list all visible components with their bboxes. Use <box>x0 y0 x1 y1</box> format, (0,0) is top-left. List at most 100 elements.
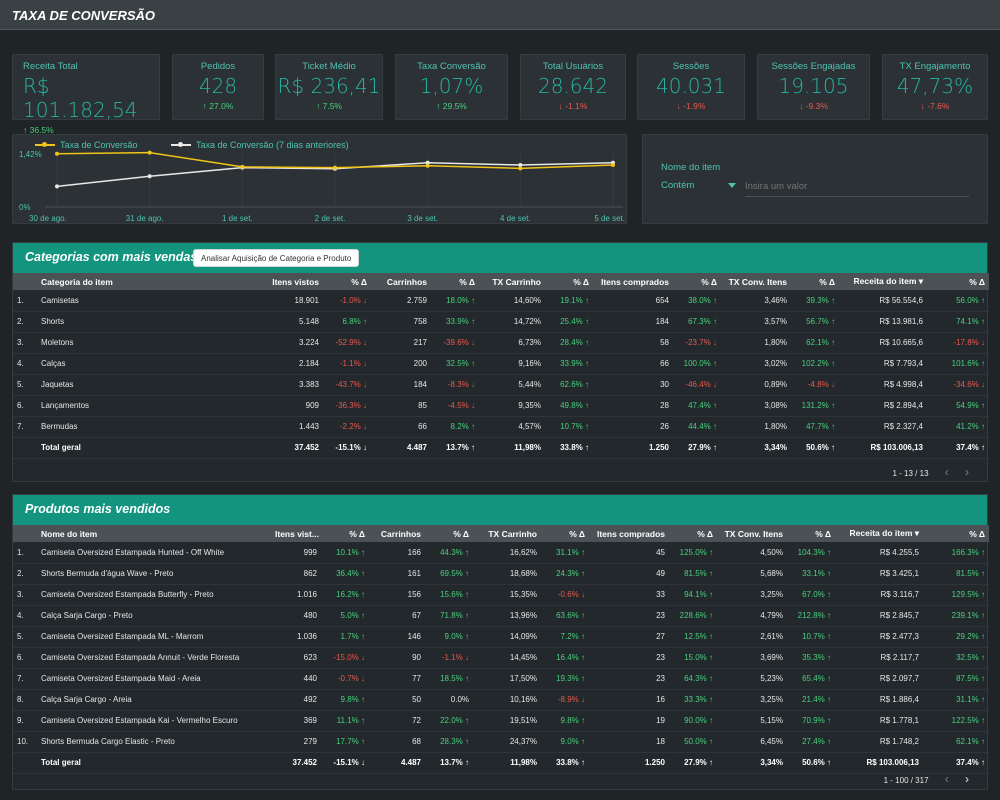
kpi-value: 428 <box>198 74 238 98</box>
table-row[interactable]: 3. Camiseta Oversized Estampada Butterfly… <box>13 584 989 606</box>
column-header[interactable]: % Δ <box>673 273 721 290</box>
table-row[interactable]: 1. Camiseta Oversized Estampada Hunted - … <box>13 542 989 564</box>
column-header[interactable]: Itens vistos <box>255 273 323 290</box>
column-header[interactable]: TX Conv. Itens <box>717 525 787 542</box>
table-row[interactable]: 7. Camiseta Oversized Estampada Maid - Ar… <box>13 668 989 690</box>
table-cell: 28 <box>593 395 673 417</box>
kpi-card-sessoes: Sessões 40.031 ↓ -1.9% <box>637 54 745 120</box>
y-tick-label: 0% <box>19 203 31 212</box>
kpi-delta: ↑ 29.5% <box>436 101 467 111</box>
column-header[interactable]: Categoria do item <box>37 273 255 290</box>
column-header[interactable]: % Δ <box>669 525 717 542</box>
table-header-row: Categoria do item Itens vistos% Δ Carrinho… <box>13 273 989 290</box>
table-row[interactable]: 9. Camiseta Oversized Estampada Kai - Ver… <box>13 710 989 732</box>
column-header[interactable]: % Δ <box>923 525 989 542</box>
table-cell: 3.383 <box>255 374 323 396</box>
table-cell: 16.4% ↑ <box>541 647 589 669</box>
x-tick-label: 31 de ago. <box>126 214 164 223</box>
table-cell: -1.1% ↓ <box>425 647 473 669</box>
column-header[interactable]: Itens comprados <box>589 525 669 542</box>
column-header[interactable]: Nome do item <box>37 525 271 542</box>
column-header[interactable]: Itens vist... <box>271 525 321 542</box>
table-cell: 161 <box>369 563 425 585</box>
table-cell: 74.1% ↑ <box>927 311 989 333</box>
table-cell: R$ 2.097,7 <box>835 668 923 690</box>
table-cell: 217 <box>371 332 431 354</box>
column-header[interactable]: % Δ <box>541 525 589 542</box>
table-row[interactable]: 7. Bermudas 1.443 -2.2% ↓ 66 8.2% ↑ 4,57% 10.7%… <box>13 416 989 438</box>
table-cell: 480 <box>271 605 321 627</box>
total-cell: 1.250 <box>589 752 669 774</box>
table-row[interactable]: 2. Shorts 5.148 6.8% ↑ 758 33.9% ↑ 14,72% 25.4%… <box>13 311 989 333</box>
table-cell: Jaquetas <box>37 374 255 396</box>
x-tick-label: 2 de set. <box>315 214 346 223</box>
kpi-card-taxa-conversao: Taxa Conversão 1,07% ↑ 29.5% <box>395 54 508 120</box>
table-row[interactable]: 3. Moletons 3.224 -52.9% ↓ 217 -39.6% ↓ 6,73% 2… <box>13 332 989 354</box>
table-cell: 14,72% <box>479 311 545 333</box>
total-cell: 13.7% ↑ <box>431 437 479 459</box>
table-row[interactable]: 6. Lançamentos 909 -36.3% ↓ 85 -4.5% ↓ 9,35% 49… <box>13 395 989 417</box>
total-cell: 4.487 <box>371 437 431 459</box>
kpi-label: Taxa Conversão <box>417 61 486 72</box>
table-cell: 9.0% ↑ <box>541 731 589 753</box>
next-page-icon[interactable]: › <box>965 465 969 479</box>
table-cell: 31.1% ↑ <box>923 689 989 711</box>
table-row[interactable]: 5. Camiseta Oversized Estampada ML - Marr… <box>13 626 989 648</box>
table-cell: R$ 3.116,7 <box>835 584 923 606</box>
data-point <box>611 163 615 167</box>
table-cell: 15,35% <box>473 584 541 606</box>
table-row[interactable]: 5. Jaquetas 3.383 -43.7% ↓ 184 -8.3% ↓ 5,44% 62… <box>13 374 989 396</box>
column-header[interactable]: Receita do item ▾ <box>835 525 923 542</box>
table-cell: 87.5% ↑ <box>923 668 989 690</box>
kpi-delta: ↑ 7.5% <box>316 101 342 111</box>
row-index: 1. <box>13 542 37 564</box>
table-cell: 14,60% <box>479 290 545 312</box>
table-cell: R$ 2.894,4 <box>839 395 927 417</box>
table-row[interactable]: 6. Camiseta Oversized Estampada Annuit - … <box>13 647 989 669</box>
table-cell: -34.6% ↓ <box>927 374 989 396</box>
next-page-icon[interactable]: › <box>965 772 969 786</box>
column-header[interactable]: TX Conv. Itens <box>721 273 791 290</box>
prev-page-icon[interactable]: ‹ <box>944 772 949 786</box>
total-cell: 11,98% <box>479 437 545 459</box>
table-row[interactable]: 8. Calça Sarja Cargo - Areia 492 9.8% ↑ 50 0.… <box>13 689 989 711</box>
table-cell: 27.4% ↑ <box>787 731 835 753</box>
table-cell: 6,45% <box>717 731 787 753</box>
column-header[interactable]: % Δ <box>431 273 479 290</box>
table-row[interactable]: 2. Shorts Bermuda d'água Wave - Preto 862 3… <box>13 563 989 585</box>
filter-value-input[interactable] <box>745 177 969 197</box>
categories-title-bar: Categorias com mais vendas Analisar Aqui… <box>13 243 987 273</box>
table-cell: 7.2% ↑ <box>541 626 589 648</box>
column-header[interactable]: TX Carrinho <box>473 525 541 542</box>
legend-item-taxa-anterior[interactable]: Taxa de Conversão (7 dias anteriores) <box>171 140 349 150</box>
column-header[interactable]: % Δ <box>787 525 835 542</box>
prev-page-icon[interactable]: ‹ <box>944 465 949 479</box>
column-header[interactable]: TX Carrinho <box>479 273 545 290</box>
column-header[interactable]: % Δ <box>545 273 593 290</box>
column-header[interactable]: Carrinhos <box>371 273 431 290</box>
table-cell: 70.9% ↑ <box>787 710 835 732</box>
total-cell: 27.9% ↑ <box>669 752 717 774</box>
legend-item-taxa[interactable]: Taxa de Conversão <box>35 140 138 150</box>
analyze-acquisition-button[interactable]: Analisar Aquisição de Categoria e Produt… <box>193 249 360 267</box>
column-header[interactable]: Itens comprados <box>593 273 673 290</box>
column-header[interactable]: % Δ <box>927 273 989 290</box>
column-header[interactable]: % Δ <box>321 525 369 542</box>
table-cell: 102.2% ↑ <box>791 353 839 375</box>
table-row[interactable]: 4. Calças 2.184 -1.1% ↓ 200 32.5% ↑ 9,16% 33.9%… <box>13 353 989 375</box>
column-header[interactable]: % Δ <box>323 273 371 290</box>
categories-table-panel: Categorias com mais vendas Analisar Aqui… <box>12 242 989 482</box>
filter-operator-dropdown[interactable]: Contém <box>661 180 736 196</box>
table-row[interactable]: 10. Shorts Bermuda Cargo Elastic - Preto 2… <box>13 731 989 753</box>
column-header[interactable]: Carrinhos <box>369 525 425 542</box>
products-table-panel: Produtos mais vendidos Nome do item Itens… <box>12 494 989 790</box>
table-cell: -8.3% ↓ <box>431 374 479 396</box>
table-row[interactable]: 4. Calça Sarja Cargo - Preto 480 5.0% ↑ 67 71… <box>13 605 989 627</box>
column-header[interactable]: % Δ <box>425 525 473 542</box>
column-header[interactable]: % Δ <box>791 273 839 290</box>
table-cell: 69.5% ↑ <box>425 563 473 585</box>
table-row[interactable]: 1. Camisetas 18.901 -1.0% ↓ 2.759 18.0% ↑ 14,6… <box>13 290 989 312</box>
table-cell: 101.6% ↑ <box>927 353 989 375</box>
column-header[interactable]: Receita do item ▾ <box>839 273 927 290</box>
table-cell: R$ 1.748,2 <box>835 731 923 753</box>
